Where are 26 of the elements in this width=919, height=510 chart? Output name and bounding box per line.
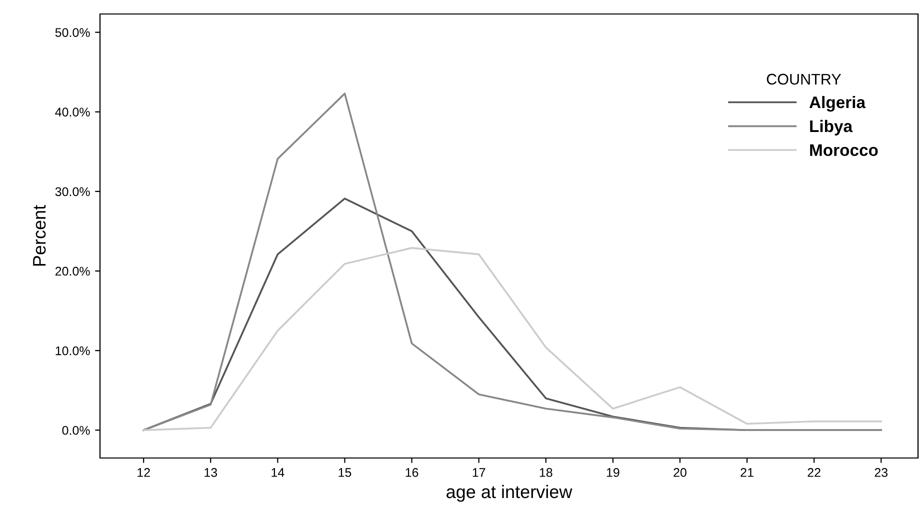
y-tick-label: 20.0%: [55, 266, 90, 276]
y-tick-label: 50.0%: [55, 28, 90, 37]
x-tick-label: 17: [472, 468, 486, 477]
line-series: [142, 247, 882, 432]
x-tick-label: 21: [740, 468, 754, 477]
y-axis-title: Percent: [33, 205, 46, 266]
x-tick-label: 23: [874, 468, 888, 477]
y-tick-label: 30.0%: [55, 187, 90, 196]
legend-label: Algeria: [809, 96, 866, 112]
x-tick-label: 22: [808, 468, 820, 477]
legend-label: Morocco: [810, 144, 878, 156]
line-series: [142, 92, 882, 432]
x-tick-label: 20: [674, 468, 686, 477]
x-tick-label: 18: [540, 468, 552, 477]
legend-title: COUNTRY: [766, 74, 842, 85]
x-axis-title: age at interview: [446, 484, 572, 502]
x-tick-label: 16: [406, 468, 418, 477]
y-tick-label: 40.0%: [55, 108, 90, 117]
y-tick-label: 10.0%: [56, 346, 90, 356]
x-tick-label: 19: [606, 468, 620, 477]
legend-label: Libya: [810, 120, 853, 136]
y-tick-label: 0.0%: [62, 426, 90, 435]
x-tick-label: 14: [272, 468, 284, 477]
x-tick-label: 13: [204, 468, 218, 477]
x-tick-label: 12: [138, 468, 150, 477]
x-tick-label: 15: [338, 468, 352, 477]
